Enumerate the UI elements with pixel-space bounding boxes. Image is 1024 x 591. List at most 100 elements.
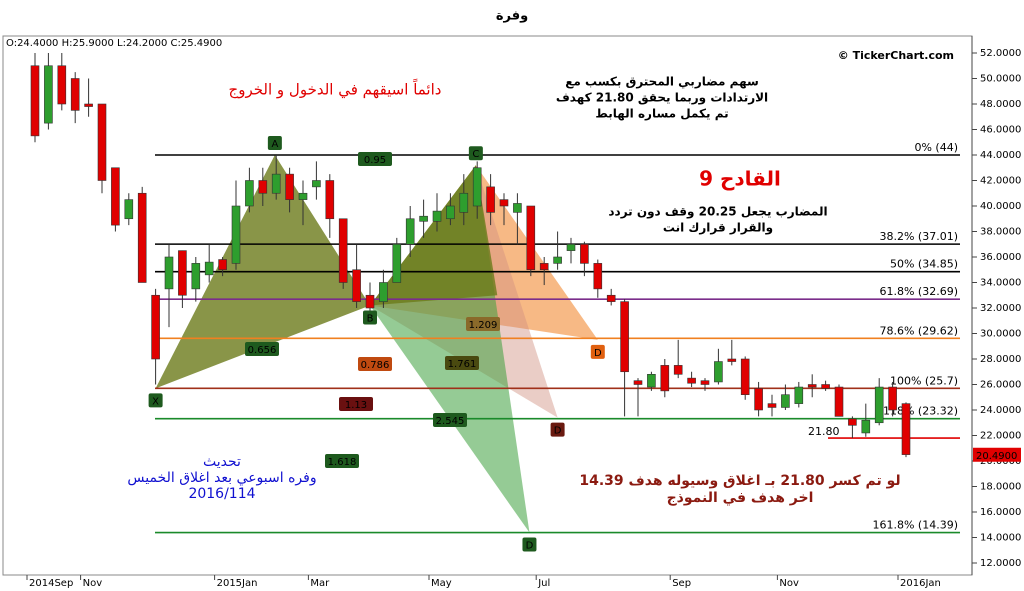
ohlc-info: O:24.4000 H:25.9000 L:24.2000 C:25.4900 — [6, 38, 222, 49]
point-box — [363, 310, 377, 325]
candle-body — [807, 384, 817, 388]
ratio-box — [358, 152, 392, 166]
candle-body — [647, 373, 656, 388]
ratio-box — [325, 454, 359, 468]
candle-body — [97, 103, 107, 181]
y-tick-label: 46.0000 — [980, 125, 1021, 136]
note-text: تحديث — [203, 454, 241, 470]
candle-body — [633, 380, 643, 385]
ratio-label: 0.95 — [364, 155, 386, 166]
candle-body — [580, 243, 589, 264]
point-label: C — [472, 149, 479, 160]
candle-body — [834, 386, 844, 417]
candle-body — [526, 205, 536, 271]
point-label: D — [594, 348, 602, 359]
ratio-label: 2.545 — [436, 416, 465, 427]
note-text: دائماً اسيقهم في الدخول و الخروج — [229, 78, 442, 99]
candle-body — [673, 365, 683, 375]
ratio-label: 0.656 — [248, 345, 277, 356]
x-tick-label: Mar — [310, 578, 330, 589]
y-tick-label: 30.0000 — [980, 329, 1021, 340]
candle-body — [325, 180, 335, 220]
note-text: سهم مضاربي المحترق بكسب مع — [565, 75, 759, 89]
ratio-box — [339, 397, 373, 411]
candle-body — [124, 199, 134, 220]
candle-body — [191, 263, 201, 290]
candle-body — [204, 261, 214, 276]
ratio-box — [245, 342, 279, 356]
candle-body — [754, 388, 763, 411]
candle-body — [888, 386, 897, 411]
candle-body — [432, 210, 442, 222]
y-tick-label: 36.0000 — [980, 252, 1021, 263]
ratio-label: 1.209 — [469, 320, 498, 331]
level-label: 61.8% (32.69) — [879, 285, 958, 298]
candle-body — [687, 377, 696, 384]
point-box — [522, 537, 537, 552]
note-text: وفره اسبوعي بعد اغلاق الخميس — [127, 470, 316, 486]
candle-body — [553, 256, 562, 264]
candle-body — [285, 173, 294, 200]
y-tick-label: 24.0000 — [980, 405, 1021, 416]
y-tick-label: 44.0000 — [980, 150, 1021, 161]
x-tick-label: Jul — [537, 578, 550, 589]
ratio-label: 1.618 — [328, 457, 357, 468]
candle-body — [164, 256, 174, 290]
candle-body — [44, 65, 53, 124]
x-tick-label: 2016Jan — [900, 578, 941, 589]
y-tick-label: 18.0000 — [980, 482, 1021, 493]
candle-body — [352, 269, 361, 302]
point-label: D — [526, 541, 534, 552]
ratio-box — [358, 357, 392, 371]
level-label: 78.6% (29.62) — [879, 324, 958, 337]
candle-body — [312, 180, 321, 188]
candle-body — [84, 103, 93, 107]
level-label: 0% (44) — [914, 141, 958, 154]
candle-body — [848, 418, 857, 426]
candle-body — [271, 173, 281, 194]
y-tick-label: 38.0000 — [980, 227, 1021, 238]
candle-body — [660, 365, 670, 392]
candle-body — [151, 294, 160, 360]
point-box — [468, 146, 483, 161]
point-label: X — [152, 396, 159, 407]
candle-body — [178, 250, 187, 296]
y-tick-label: 40.0000 — [980, 201, 1021, 212]
point-label: D — [554, 426, 562, 437]
x-tick-label: Nov — [779, 578, 799, 589]
ratio-label: 0.786 — [361, 360, 390, 371]
candle-body — [392, 243, 402, 283]
candle-body — [901, 403, 911, 455]
note-text: تم يكمل مساره الهابط — [595, 107, 728, 121]
candle-body — [245, 180, 254, 207]
candle-body — [821, 384, 830, 389]
x-tick-label: Nov — [83, 578, 103, 589]
candle-body — [714, 361, 723, 383]
y-tick-label: 28.0000 — [980, 354, 1021, 365]
note-text: لو تم كسر 21.80 بـ اغلاق وسيوله هدف 14.3… — [579, 473, 900, 489]
x-tick-label: May — [431, 578, 452, 589]
x-tick-label: 2014Sep — [29, 578, 73, 589]
candle-body — [767, 403, 777, 408]
level-label: 50% (34.85) — [890, 258, 958, 271]
candle-body — [298, 192, 308, 200]
candle-body — [446, 205, 455, 220]
level-label: 38.2% (37.01) — [879, 230, 958, 243]
level-label: 100% (25.7) — [890, 374, 958, 387]
x-tick-label: Sep — [672, 578, 691, 589]
candle-body — [231, 205, 241, 264]
candle-body — [700, 380, 710, 385]
y-tick-label: 14.0000 — [980, 533, 1021, 544]
candle-body — [539, 263, 549, 271]
candle-body — [338, 218, 348, 283]
credit: © TickerChart.com — [838, 49, 954, 62]
y-tick-label: 32.0000 — [980, 303, 1021, 314]
point-box — [267, 136, 282, 150]
point-box — [148, 393, 163, 408]
candle-body — [405, 218, 415, 245]
y-tick-label: 48.0000 — [980, 99, 1021, 110]
y-tick-label: 34.0000 — [980, 278, 1021, 289]
note-text: القادح 9 — [699, 167, 781, 191]
y-tick-label: 22.0000 — [980, 431, 1021, 442]
